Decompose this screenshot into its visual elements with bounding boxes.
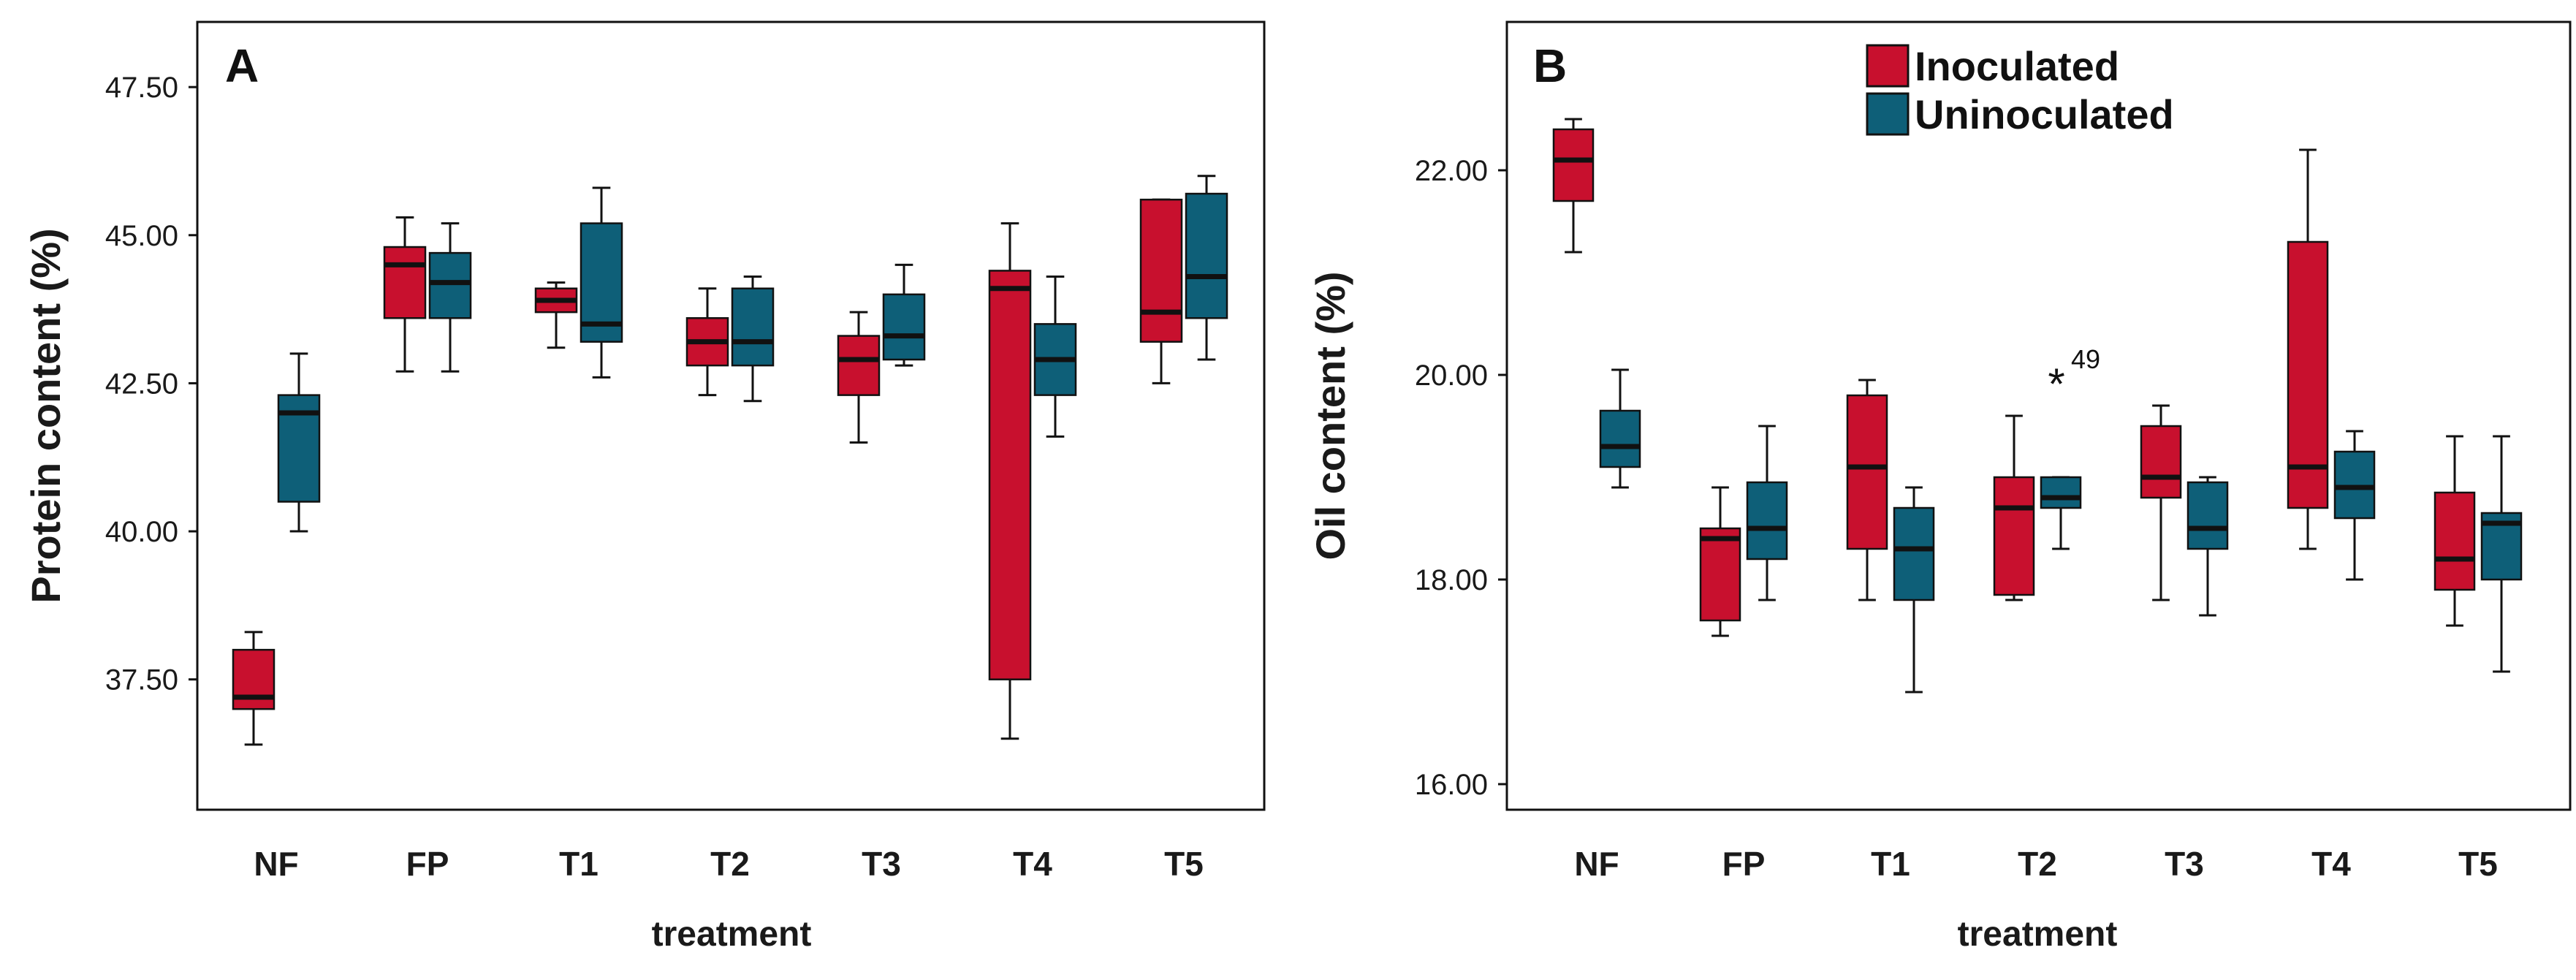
x-tick-label: T2 — [710, 845, 750, 883]
panel-b-plot-frame — [1505, 20, 2572, 811]
box — [1699, 527, 1741, 622]
inoculated-box-t1 — [1846, 379, 1888, 601]
x-tick-label: T1 — [1871, 845, 1910, 883]
inoculated-box-t5 — [1139, 198, 1183, 384]
inoculated-box-t4 — [988, 222, 1032, 740]
panel-a-y-ticks: 37.50 40.00 42.50 45.00 47.50 — [105, 72, 197, 696]
box — [1139, 198, 1183, 343]
uninoculated-box-fp — [1746, 425, 1788, 601]
legend-swatch-uninoculated — [1866, 92, 1910, 136]
box — [2140, 425, 2182, 499]
panel-a-boxes — [232, 175, 1228, 746]
uninoculated-box-t2 — [2040, 476, 2082, 550]
outlier-label: 49 — [2071, 344, 2100, 374]
uninoculated-box-t1 — [580, 186, 623, 379]
uninoculated-box-nf — [277, 352, 321, 533]
inoculated-box-t1 — [534, 281, 578, 349]
y-tick-label: 45.00 — [105, 220, 178, 252]
x-tick-label: FP — [1722, 845, 1766, 883]
panel-b: B Oil content (%) treatment 16.00 18.00 20… — [1307, 20, 2572, 954]
panel-b-x-ticks: NF FP T1 T2 T3 T4 T5 — [1574, 845, 2498, 883]
inoculated-box-t3 — [837, 311, 881, 444]
box — [2287, 240, 2329, 509]
x-tick-label: T1 — [559, 845, 599, 883]
uninoculated-box-t4 — [2333, 430, 2376, 581]
inoculated-box-fp — [1699, 486, 1741, 637]
panel-b-y-ticks: 16.00 18.00 20.00 22.00 — [1415, 155, 1507, 801]
uninoculated-box-t5 — [1185, 175, 1228, 361]
y-tick-label: 47.50 — [105, 72, 178, 104]
inoculated-box-fp — [383, 216, 427, 373]
x-tick-label: NF — [254, 845, 298, 883]
panel-a-x-axis-title: treatment — [652, 915, 812, 954]
box — [428, 251, 472, 319]
uninoculated-box-t3 — [882, 263, 926, 367]
inoculated-box-t4 — [2287, 148, 2329, 550]
x-tick-label: T2 — [2018, 845, 2057, 883]
box — [1599, 409, 1641, 468]
inoculated-box-nf — [1552, 118, 1595, 254]
x-tick-label: NF — [1574, 845, 1619, 883]
panel-a-plot-frame — [196, 20, 1266, 811]
box — [1846, 394, 1888, 550]
panel-a: A Protein content (%) treatment 37.50 40.… — [23, 20, 1266, 954]
panel-b-label: B — [1533, 39, 1567, 92]
inoculated-box-t2 — [685, 287, 729, 397]
box — [2040, 476, 2082, 509]
box — [383, 246, 427, 319]
panel-b-y-axis-title: Oil content (%) — [1307, 271, 1353, 560]
y-tick-label: 16.00 — [1415, 769, 1488, 801]
uninoculated-box-t4 — [1033, 276, 1077, 438]
panel-b-boxes — [1552, 118, 2523, 694]
x-tick-label: T5 — [2458, 845, 2498, 883]
legend-swatch-inoculated — [1866, 44, 1910, 88]
box — [1185, 192, 1228, 319]
uninoculated-box-t1 — [1893, 486, 1935, 694]
legend-label-uninoculated: Uninoculated — [1915, 91, 2174, 137]
inoculated-box-t2 — [1993, 414, 2035, 601]
uninoculated-box-t3 — [2186, 476, 2229, 617]
uninoculated-box-t2 — [731, 276, 775, 403]
box — [837, 335, 881, 396]
uninoculated-box-nf — [1599, 368, 1641, 489]
uninoculated-box-t5 — [2480, 435, 2523, 673]
panel-b-outliers: *49 — [2048, 344, 2100, 409]
box — [988, 270, 1032, 680]
y-tick-label: 20.00 — [1415, 360, 1488, 392]
x-tick-label: T3 — [862, 845, 901, 883]
uninoculated-box-fp — [428, 222, 472, 373]
panel-b-x-axis-title: treatment — [1958, 915, 2118, 954]
box — [2433, 491, 2476, 591]
box — [1893, 506, 1935, 601]
y-tick-label: 42.50 — [105, 368, 178, 400]
box — [1746, 481, 1788, 561]
inoculated-box-nf — [232, 631, 276, 746]
x-tick-label: T5 — [1164, 845, 1204, 883]
panel-a-y-axis-title: Protein content (%) — [23, 228, 69, 603]
inoculated-box-t5 — [2433, 435, 2476, 627]
legend-label-inoculated: Inoculated — [1915, 43, 2119, 89]
box — [232, 648, 276, 710]
legend: Inoculated Uninoculated — [1866, 43, 2174, 137]
x-tick-label: T4 — [2311, 845, 2351, 883]
x-tick-label: T3 — [2165, 845, 2204, 883]
box — [1552, 128, 1595, 202]
panel-a-label: A — [225, 39, 259, 92]
x-tick-label: FP — [406, 845, 449, 883]
y-tick-label: 18.00 — [1415, 564, 1488, 596]
box — [1993, 476, 2035, 596]
box — [731, 287, 775, 367]
outlier-marker: * — [2048, 360, 2064, 409]
box — [2186, 481, 2229, 550]
y-tick-label: 22.00 — [1415, 155, 1488, 187]
panel-a-x-ticks: NF FP T1 T2 T3 T4 T5 — [254, 845, 1204, 883]
x-tick-label: T4 — [1013, 845, 1052, 883]
box — [882, 293, 926, 361]
inoculated-box-t3 — [2140, 404, 2182, 601]
y-tick-label: 40.00 — [105, 516, 178, 548]
y-tick-label: 37.50 — [105, 664, 178, 696]
